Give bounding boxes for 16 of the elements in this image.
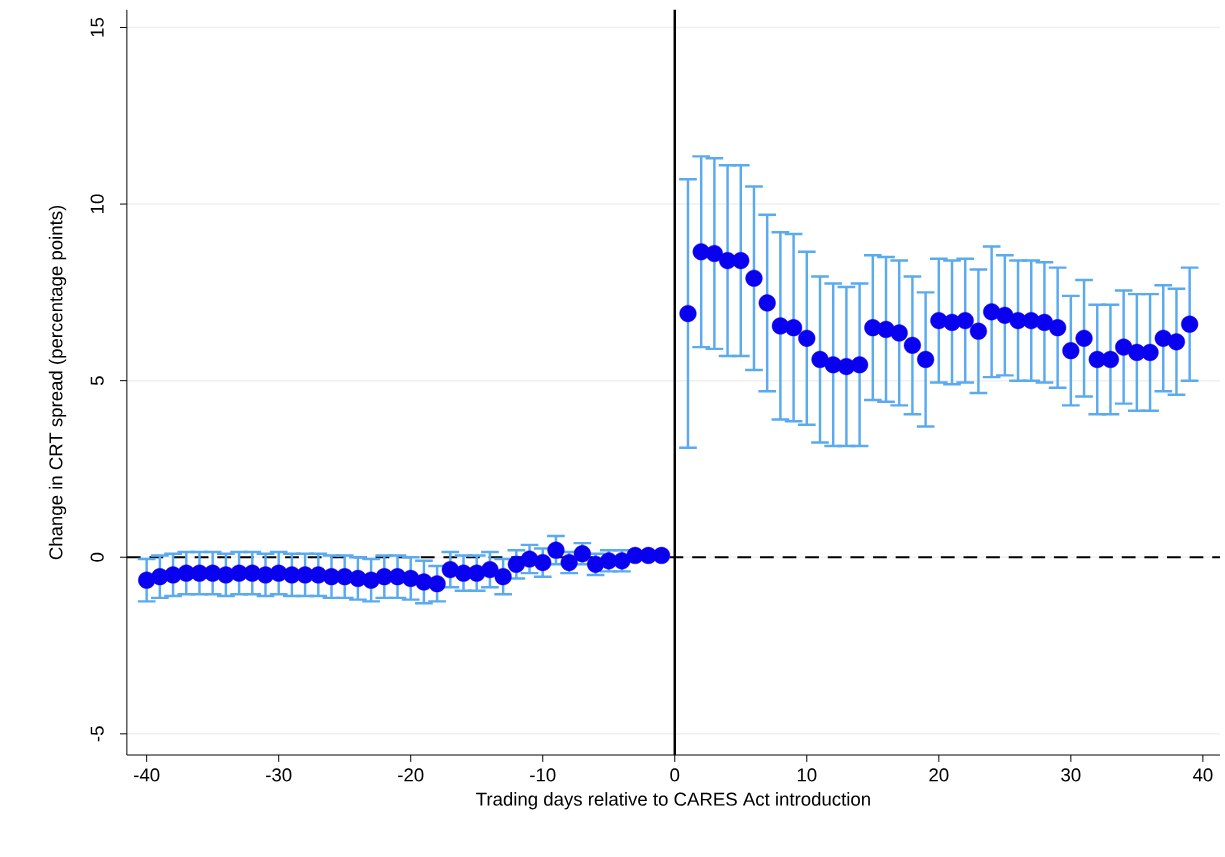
x-tick-label: 0 xyxy=(670,768,680,782)
x-axis-title: Trading days relative to CARES Act introduction xyxy=(476,791,870,810)
x-tick-label: 20 xyxy=(929,768,949,782)
y-tick-label: 15 xyxy=(90,17,104,37)
y-tick-label: 5 xyxy=(90,376,104,385)
x-tick-label: -40 xyxy=(134,768,160,782)
x-tick-label: -30 xyxy=(266,768,292,782)
x-tick-label: 10 xyxy=(797,768,817,782)
x-tick-label: -10 xyxy=(530,768,556,782)
x-tick-label: 30 xyxy=(1061,768,1081,782)
y-axis-title: Change in CRT spread (percentage points) xyxy=(48,205,67,560)
x-tick-label: -20 xyxy=(398,768,424,782)
y-tick-label: -5 xyxy=(90,726,104,742)
y-tick-label: 10 xyxy=(90,194,104,213)
y-tick-label: 0 xyxy=(90,552,104,562)
x-tick-label: 40 xyxy=(1192,768,1213,782)
